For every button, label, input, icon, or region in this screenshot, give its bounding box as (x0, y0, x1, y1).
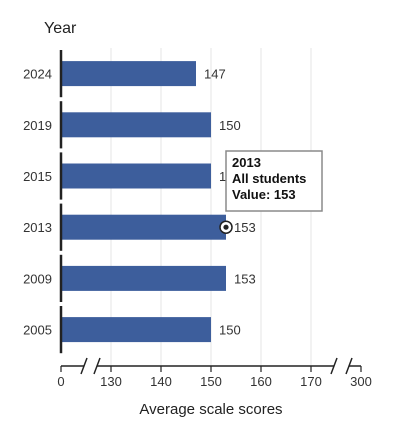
bar-2024 (61, 61, 196, 87)
bar-2015 (61, 163, 211, 189)
category-label-2024: 2024 (23, 67, 52, 82)
bar-2005 (61, 317, 211, 343)
x-axis-title: Average scale scores (139, 401, 282, 418)
bar-value-label-2009: 153 (234, 271, 256, 286)
bar-2009 (61, 265, 226, 291)
bar-value-label-2005: 150 (219, 323, 241, 338)
x-tick-label-140: 140 (150, 374, 172, 389)
category-label-2009: 2009 (23, 271, 52, 286)
axis-break-a-0 (80, 357, 88, 375)
x-tick-label-300: 300 (350, 374, 372, 389)
tooltip-box (225, 150, 323, 212)
axis-break-a-1 (330, 357, 338, 375)
bar-value-label-2024: 147 (204, 67, 226, 82)
x-tick-label-0: 0 (57, 374, 64, 389)
bar-2013 (61, 214, 226, 240)
x-tick-label-170: 170 (300, 374, 322, 389)
axis-break-b-1 (345, 357, 353, 375)
tooltip-line-2: All students (232, 171, 306, 186)
x-tick-label-130: 130 (100, 374, 122, 389)
category-label-2005: 2005 (23, 323, 52, 338)
axis-break-b-0 (93, 357, 101, 375)
bar-value-label-2019: 150 (219, 118, 241, 133)
hover-marker-dot (223, 224, 229, 230)
category-label-2013: 2013 (23, 220, 52, 235)
bar-value-label-2013: 153 (234, 220, 256, 235)
x-tick-label-160: 160 (250, 374, 272, 389)
category-label-2019: 2019 (23, 118, 52, 133)
x-tick-label-150: 150 (200, 374, 222, 389)
bar-2019 (61, 112, 211, 138)
y-axis-title: Year (44, 20, 77, 37)
category-label-2015: 2015 (23, 169, 52, 184)
tooltip-line-3: Value: 153 (232, 187, 296, 202)
tooltip-line-1: 2013 (232, 155, 261, 170)
